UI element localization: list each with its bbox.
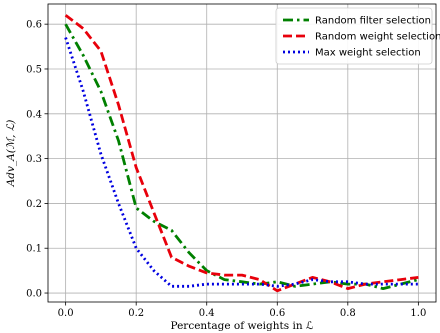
x-tick-label: 0.2 <box>128 308 144 319</box>
series-line-max-weight-selection <box>64 37 419 288</box>
y-tick-label: 0.0 <box>26 289 42 300</box>
x-tick-label: 0.4 <box>199 308 215 319</box>
x-tick-label: 1.0 <box>410 308 426 319</box>
y-tick-label: 0.5 <box>26 64 42 75</box>
x-tick-label: 0.6 <box>269 308 285 319</box>
series-line-random-filter-selection <box>64 23 419 291</box>
x-tick-label: 0.0 <box>58 308 74 319</box>
x-axis-ticks: 0.0 0.2 0.4 0.6 0.8 1.0 <box>58 302 426 319</box>
series-lines <box>64 14 419 293</box>
legend-entry-label: Max weight selection <box>315 48 421 59</box>
y-tick-label: 0.4 <box>26 109 42 120</box>
x-axis-label: Percentage of weights in ℒ <box>171 320 314 332</box>
y-axis-label: Adv_A(ℳ, ℒ) <box>5 120 17 188</box>
y-tick-label: 0.2 <box>26 199 42 210</box>
series-line-random-weight-selection <box>64 14 419 293</box>
legend: Random filter selection Random weight sel… <box>275 7 440 65</box>
y-tick-label: 0.1 <box>26 244 42 255</box>
y-tick-label: 0.6 <box>26 20 42 31</box>
plot-frame <box>47 3 437 303</box>
x-tick-label: 0.8 <box>340 308 356 319</box>
legend-box <box>275 7 433 65</box>
y-tick-label: 0.3 <box>26 154 42 165</box>
legend-entry-label: Random weight selection <box>315 32 440 43</box>
legend-entry-label: Random filter selection <box>315 16 431 27</box>
y-axis-ticks: 0.0 0.1 0.2 0.3 0.4 0.5 0.6 <box>26 20 48 300</box>
